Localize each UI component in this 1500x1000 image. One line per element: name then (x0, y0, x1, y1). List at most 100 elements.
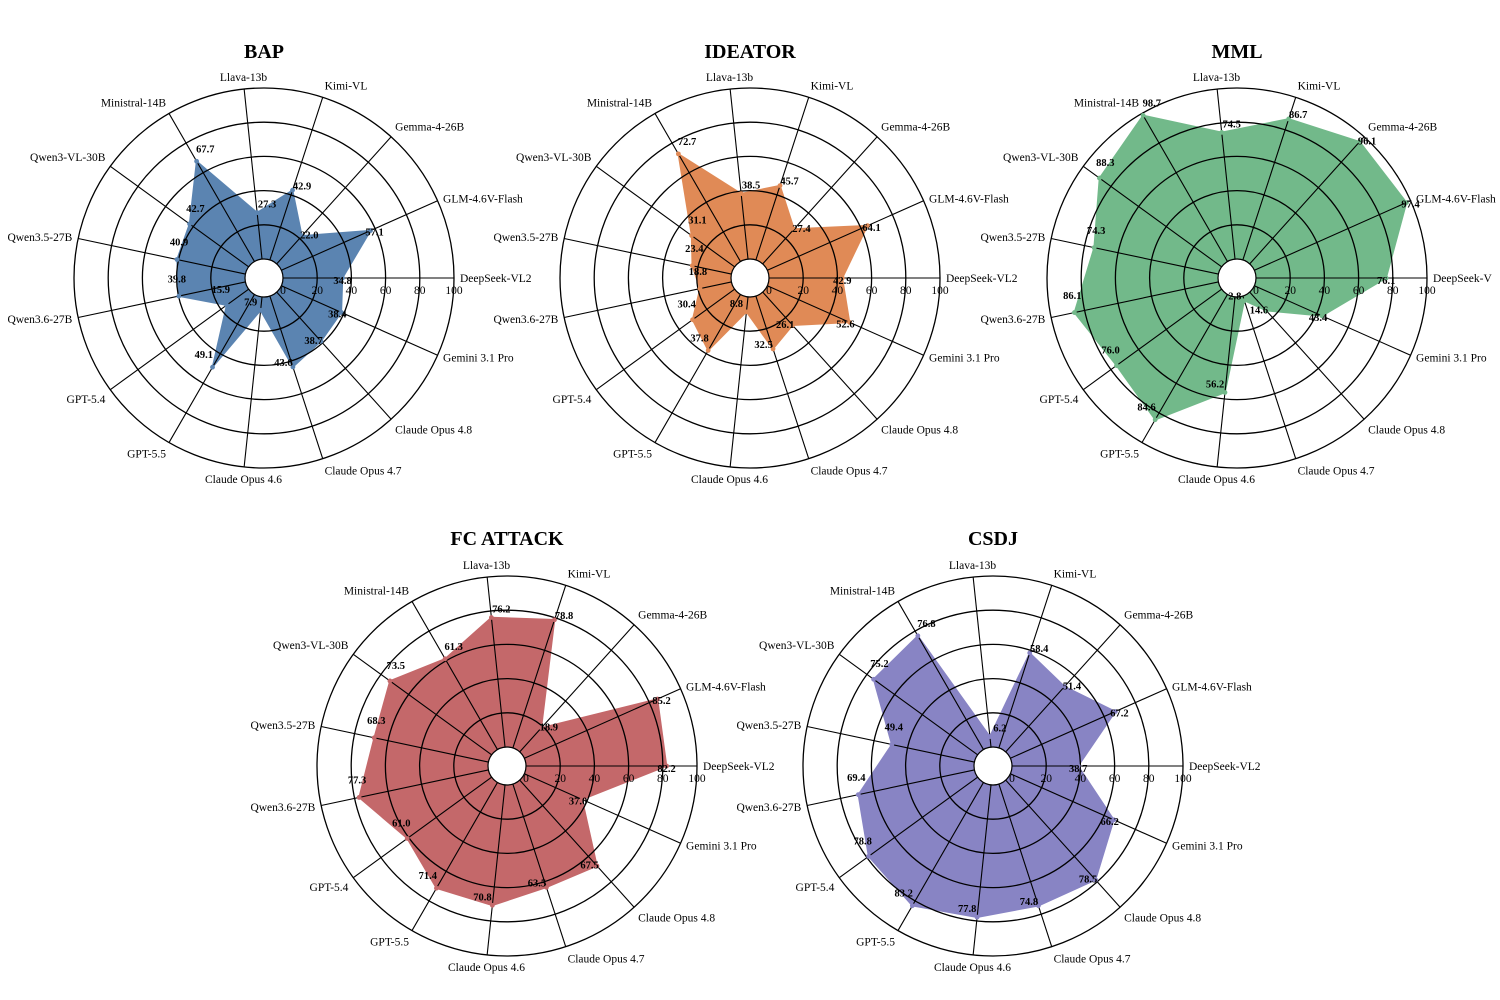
value-label: 38.7 (304, 336, 322, 347)
data-point (1114, 363, 1119, 368)
data-point (770, 346, 776, 352)
value-label: 32.5 (754, 340, 772, 351)
value-label: 42.9 (833, 276, 851, 287)
category-label: Ministral-14B (587, 97, 652, 109)
radial-tick-label: 40 (1319, 285, 1331, 297)
data-point (675, 151, 681, 157)
value-label: 70.8 (473, 892, 491, 903)
value-label: 78.8 (854, 836, 872, 847)
data-point (258, 307, 264, 313)
value-label: 42.7 (186, 204, 204, 215)
value-label: 37.8 (690, 333, 708, 344)
value-label: 52.6 (836, 319, 854, 330)
category-label: Gemma-4-26B (638, 609, 707, 621)
category-label: GLM-4.6V-Flash (443, 193, 523, 205)
grid-spoke (998, 585, 1053, 749)
grid-spoke (168, 113, 255, 262)
value-label: 77.3 (348, 776, 366, 787)
category-label: Claude Opus 4.7 (1298, 465, 1375, 477)
value-label: 97.4 (1401, 200, 1420, 211)
radial-tick-label: 40 (589, 773, 601, 785)
grid-spoke (838, 776, 978, 879)
category-label: Qwen3.6-27B (7, 314, 72, 326)
value-label: 74.8 (1020, 897, 1038, 908)
value-label: 76.1 (1377, 276, 1395, 287)
value-label: 42.9 (293, 181, 311, 192)
data-point (290, 364, 296, 370)
value-label: 49.1 (195, 350, 213, 361)
grid-spoke (321, 725, 489, 763)
radial-tick-label: 60 (623, 773, 635, 785)
radial-tick-label: 60 (866, 285, 878, 297)
grid-spoke (109, 165, 249, 268)
category-label: Gemma-4-26B (1368, 121, 1437, 133)
value-label: 38.4 (328, 310, 347, 321)
value-label: 39.8 (168, 274, 186, 285)
data-point (697, 286, 703, 292)
data-point (552, 617, 557, 623)
grid-spoke (1242, 97, 1297, 261)
category-label: Claude Opus 4.8 (395, 425, 472, 437)
grid-spoke (519, 779, 635, 908)
value-label: 98.7 (1143, 98, 1161, 109)
radial-tick-label: 0 (523, 773, 529, 785)
data-point (1140, 112, 1146, 118)
data-point (689, 233, 695, 238)
grid-spoke (1216, 296, 1236, 468)
value-label: 18.8 (689, 267, 707, 278)
data-point (1035, 903, 1041, 909)
center-hole (973, 746, 1013, 786)
data-point (224, 302, 230, 308)
value-label: 8.8 (730, 299, 743, 310)
data-point (538, 725, 544, 731)
data-point (987, 734, 993, 739)
category-label: GPT-5.4 (67, 394, 106, 406)
category-label: Gemini 3.1 Pro (1416, 353, 1487, 365)
data-point (174, 257, 180, 262)
data-point (254, 210, 260, 216)
grid-spoke (352, 653, 492, 756)
category-label: GPT-5.4 (553, 394, 592, 406)
data-point (1241, 298, 1247, 304)
value-label: 49.4 (885, 723, 904, 734)
value-label: 76.8 (917, 619, 935, 630)
value-label: 14.6 (1250, 305, 1268, 316)
grid-spoke (767, 200, 924, 271)
value-label: 88.3 (1096, 158, 1114, 169)
grid-spoke (1082, 165, 1222, 268)
value-label: 63.5 (528, 878, 546, 889)
grid-spoke (281, 200, 438, 271)
value-label: 61.0 (392, 818, 410, 829)
grid-spoke (243, 88, 263, 260)
value-label: 40.9 (170, 238, 188, 249)
grid-spoke (411, 782, 498, 931)
grid-spoke (762, 291, 878, 420)
category-label: Qwen3.5-27B (493, 232, 558, 244)
data-point (210, 364, 215, 370)
category-label: DeepSeek-VL2 (1189, 761, 1261, 773)
value-label: 78.8 (555, 611, 573, 622)
radial-tick-label: 0 (280, 285, 286, 297)
category-label: Gemini 3.1 Pro (443, 353, 514, 365)
category-label: Qwen3-VL-30B (273, 640, 349, 652)
value-label: 38.7 (1069, 764, 1087, 775)
grid-spoke (1010, 688, 1167, 759)
grid-spoke (729, 88, 749, 260)
category-label: GPT-5.4 (1040, 394, 1079, 406)
data-point (488, 615, 494, 620)
grid-spoke (1141, 113, 1228, 262)
grid-spoke (972, 784, 992, 956)
grid-spoke (519, 624, 635, 753)
data-point (489, 902, 495, 908)
value-label: 22.0 (300, 231, 318, 242)
chart-title: BAP (244, 41, 284, 63)
category-label: Llava-13b (706, 72, 754, 84)
grid-spoke (755, 97, 810, 261)
data-point (655, 696, 660, 702)
grid-spoke (512, 783, 567, 947)
category-label: GLM-4.6V-Flash (929, 193, 1009, 205)
value-label: 77.8 (958, 904, 976, 915)
category-label: Llava-13b (1193, 72, 1241, 84)
